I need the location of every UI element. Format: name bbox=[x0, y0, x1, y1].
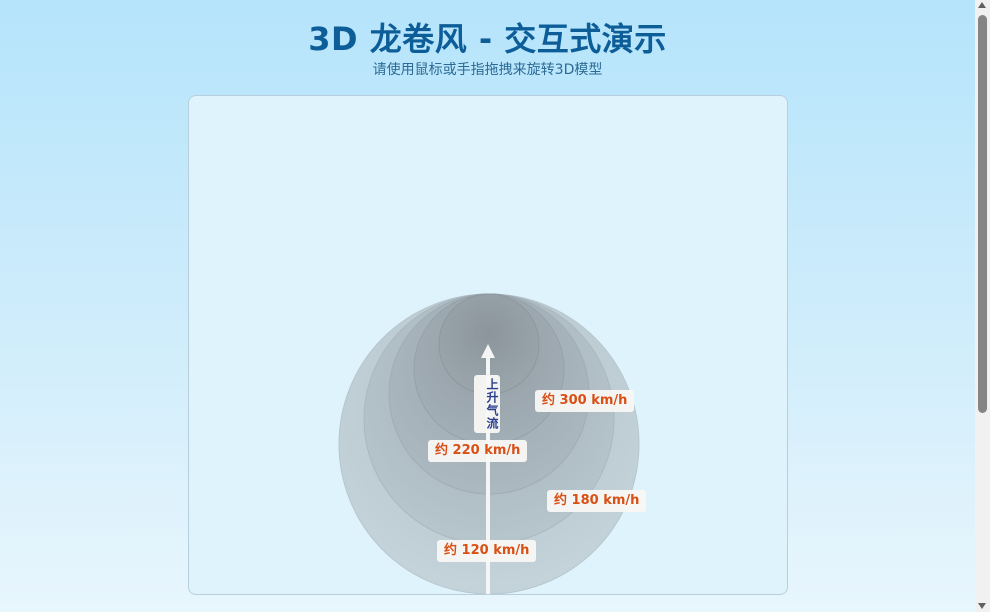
speed-label-180: 约 180 km/h bbox=[547, 490, 647, 512]
tornado-model[interactable] bbox=[189, 96, 787, 594]
arrow-up-icon bbox=[481, 344, 495, 594]
speed-label-220: 约 220 km/h bbox=[428, 440, 528, 462]
vertical-scrollbar[interactable] bbox=[975, 0, 990, 612]
page-title: 3D 龙卷风 - 交互式演示 bbox=[308, 20, 667, 58]
triangle-up-icon[interactable] bbox=[978, 2, 986, 8]
scrollbar-thumb[interactable] bbox=[978, 15, 987, 413]
tornado-3d-viewport[interactable]: 约 300 km/h 约 220 km/h 约 180 km/h 约 120 k… bbox=[188, 95, 788, 595]
speed-label-300: 约 300 km/h bbox=[535, 390, 635, 412]
funnel-rings bbox=[338, 293, 640, 594]
updraft-label: 上升气流 bbox=[474, 375, 500, 433]
speed-label-120: 约 120 km/h bbox=[437, 540, 537, 562]
triangle-down-icon[interactable] bbox=[978, 603, 986, 609]
page-subtitle: 请使用鼠标或手指拖拽来旋转3D模型 bbox=[372, 62, 603, 78]
